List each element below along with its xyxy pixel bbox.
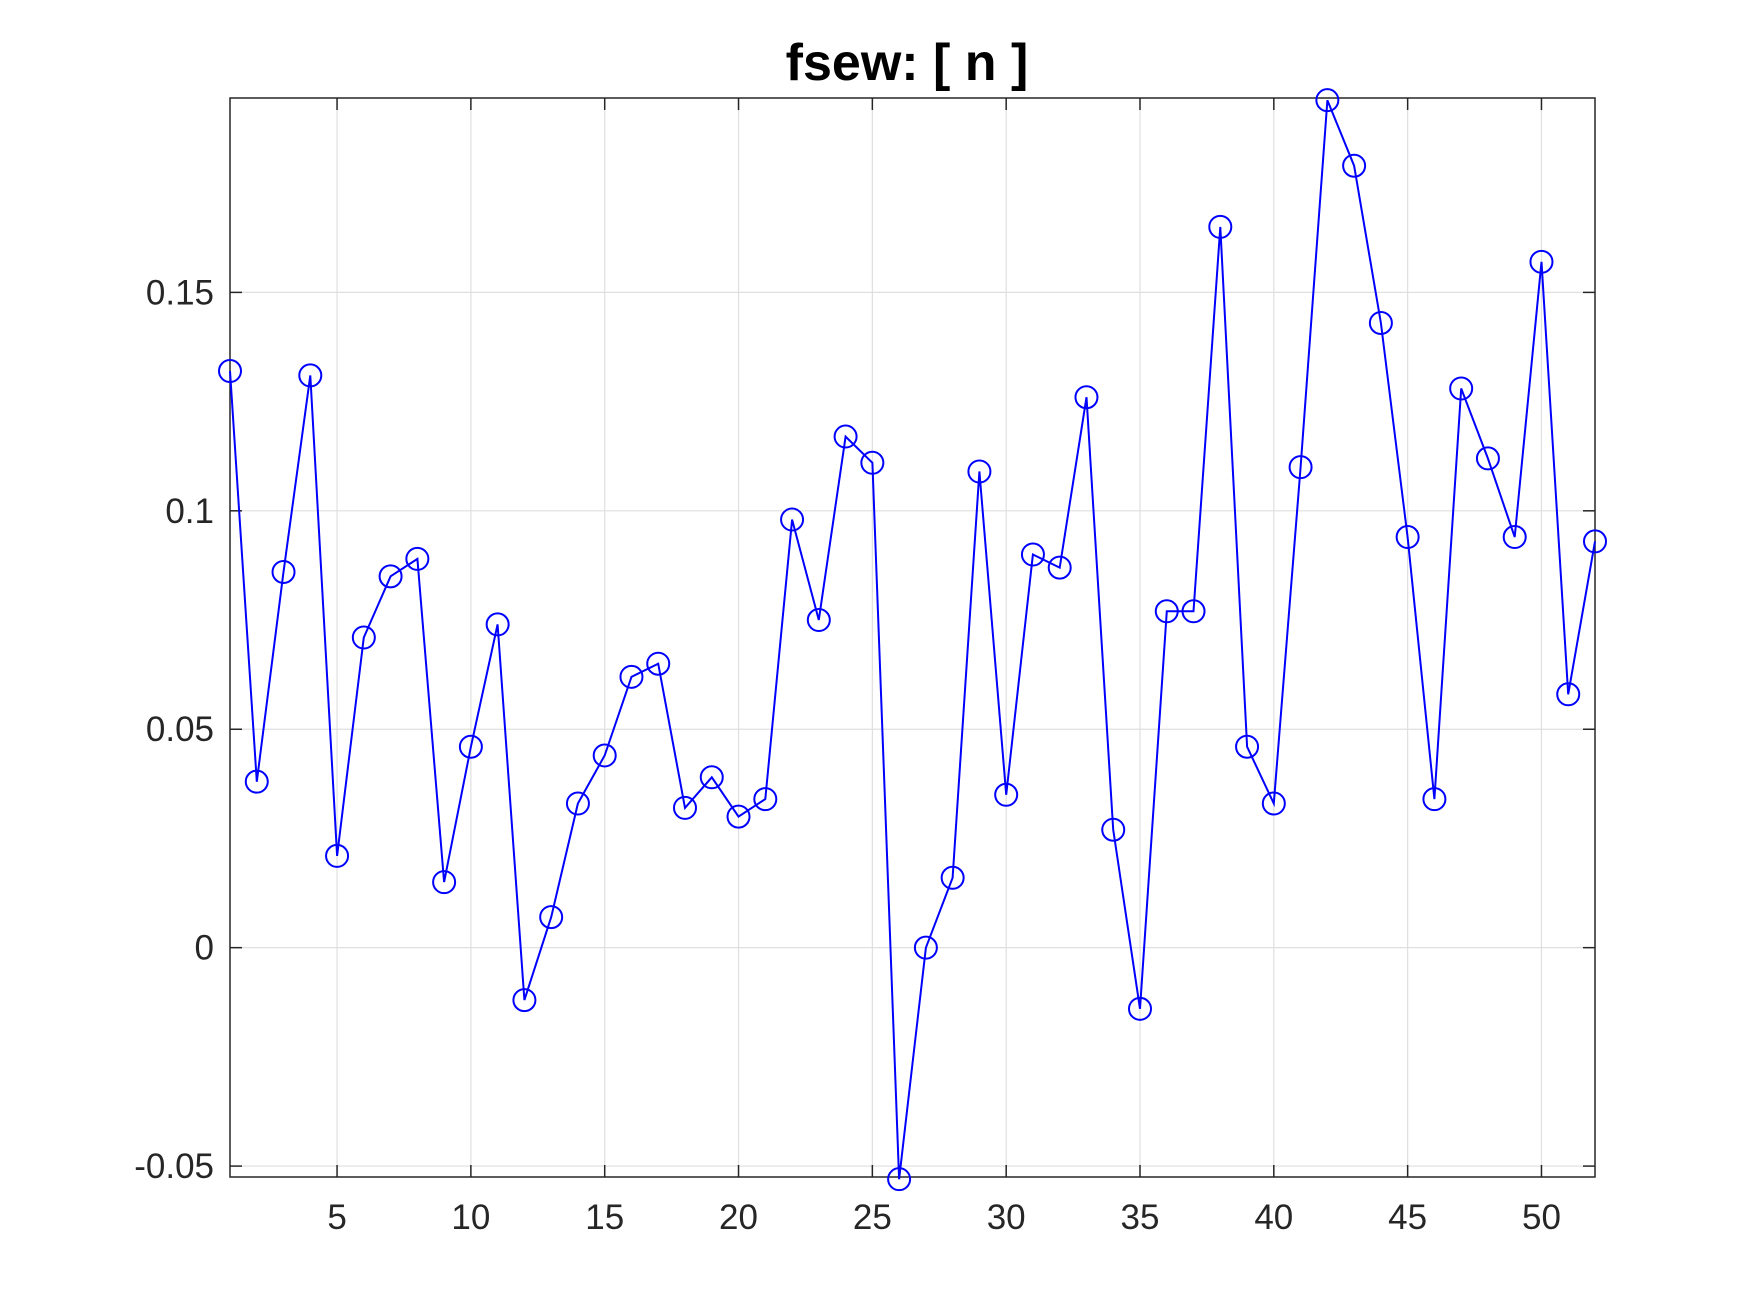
data-point-marker <box>1315 88 1340 113</box>
data-point-marker <box>1583 529 1607 554</box>
data-point-marker <box>325 843 350 868</box>
data-point-marker <box>565 791 590 816</box>
data-point-marker <box>1502 525 1527 550</box>
data-point-marker <box>351 625 376 650</box>
data-point-marker <box>378 564 403 589</box>
grid-lines <box>230 98 1595 1177</box>
data-point-marker <box>833 424 858 449</box>
data-point-marker <box>485 612 510 637</box>
data-point-marker <box>1449 376 1474 401</box>
x-tick-label: 10 <box>451 1198 490 1237</box>
data-point-marker <box>1422 787 1447 812</box>
data-point-marker <box>1101 817 1126 842</box>
x-tick-label: 15 <box>585 1198 624 1237</box>
x-tick-label: 25 <box>853 1198 892 1237</box>
data-point-marker <box>753 787 778 812</box>
data-point-marker <box>1181 599 1206 624</box>
data-point-marker <box>1475 446 1500 471</box>
axis-ticks <box>230 98 1595 1177</box>
data-point-marker <box>1128 996 1152 1021</box>
data-point-marker <box>619 664 644 689</box>
data-point-marker <box>699 765 724 790</box>
data-point-marker <box>860 450 885 475</box>
y-tick-label: 0.1 <box>165 492 214 531</box>
data-point-marker <box>432 870 457 895</box>
x-axis-tick-labels: 5 10 15 20 25 30 35 40 45 50 <box>327 1198 1561 1237</box>
data-point-marker <box>646 651 671 676</box>
data-point-marker <box>405 546 430 571</box>
data-point-marker <box>271 559 296 584</box>
x-tick-label: 30 <box>987 1198 1026 1237</box>
x-tick-label: 20 <box>719 1198 758 1237</box>
data-point-marker <box>806 608 831 633</box>
data-point-marker <box>1395 525 1420 550</box>
data-point-marker <box>218 359 242 384</box>
series-group <box>218 88 1607 1192</box>
x-tick-label: 40 <box>1254 1198 1293 1237</box>
data-point-marker <box>1529 249 1554 274</box>
data-point-marker <box>673 795 697 820</box>
data-point-marker <box>298 363 323 388</box>
plot-area-frame <box>229 97 1596 1178</box>
data-point-marker <box>967 459 992 484</box>
y-tick-label: 0 <box>195 929 214 968</box>
data-point-marker <box>940 865 965 890</box>
data-point-marker <box>1556 682 1581 707</box>
data-point-marker <box>1208 214 1233 239</box>
x-tick-label: 50 <box>1522 1198 1561 1237</box>
data-point-marker <box>780 507 805 532</box>
data-point-marker <box>887 1167 912 1192</box>
data-point-marker <box>726 804 751 829</box>
data-point-marker <box>592 743 617 768</box>
y-axis-tick-labels: -0.05 0 0.05 0.1 0.15 <box>134 273 214 1186</box>
data-point-marker <box>1368 310 1393 335</box>
data-point-marker <box>1261 791 1286 816</box>
data-point-marker <box>1020 542 1045 567</box>
data-point-marker <box>539 905 564 930</box>
x-tick-label: 45 <box>1388 1198 1427 1237</box>
y-tick-label: -0.05 <box>134 1147 214 1186</box>
data-point-marker <box>512 988 537 1013</box>
data-point-marker <box>1074 385 1099 410</box>
data-point-marker <box>458 734 483 759</box>
y-tick-label: 0.05 <box>146 710 214 749</box>
data-point-marker <box>994 782 1019 807</box>
data-point-marker <box>1154 599 1179 624</box>
chart-title: fsew: [ n ] <box>786 34 1029 92</box>
data-point-marker <box>1288 455 1313 480</box>
data-point-marker <box>244 769 269 794</box>
series-line <box>229 99 1596 1180</box>
data-point-marker <box>1235 734 1260 759</box>
data-point-marker <box>1047 555 1072 580</box>
x-tick-label: 5 <box>327 1198 346 1237</box>
x-tick-label: 35 <box>1121 1198 1160 1237</box>
y-tick-label: 0.15 <box>146 273 214 312</box>
data-point-marker <box>913 935 938 960</box>
data-point-marker <box>1342 153 1367 178</box>
